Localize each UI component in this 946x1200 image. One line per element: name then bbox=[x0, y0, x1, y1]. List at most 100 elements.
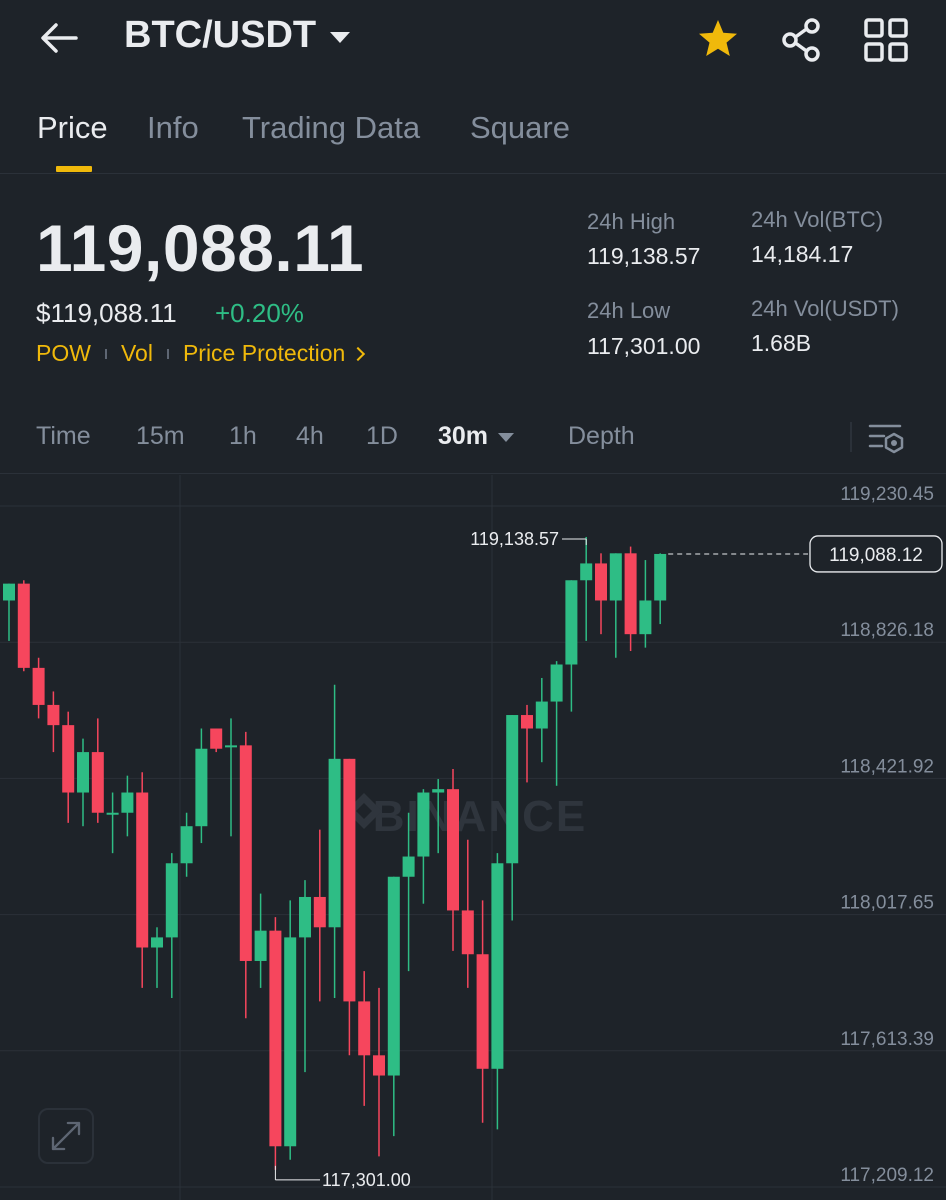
last-price: 119,088.11 bbox=[36, 211, 365, 285]
candle-body bbox=[284, 937, 297, 1147]
candle-body bbox=[387, 876, 400, 1076]
candle-body bbox=[91, 752, 104, 813]
expand-icon[interactable] bbox=[38, 1108, 94, 1164]
candle-body bbox=[358, 1001, 371, 1056]
stat-low-label: 24h Low bbox=[587, 298, 671, 323]
interval-30m-label: 30m bbox=[438, 422, 489, 450]
candle-body bbox=[580, 563, 593, 581]
price-change: +0.20% bbox=[215, 298, 304, 328]
candle-body bbox=[343, 758, 356, 1002]
candle-body bbox=[269, 930, 282, 1147]
chevron-down-icon bbox=[498, 432, 515, 442]
interval-15m[interactable]: 15m bbox=[136, 422, 185, 450]
candle-body bbox=[47, 704, 60, 726]
candle-body bbox=[151, 937, 163, 948]
candle-body bbox=[609, 553, 622, 601]
price-axis-label: 118,421.92 bbox=[840, 756, 934, 777]
interval-30m-selector[interactable]: 30m bbox=[438, 422, 515, 451]
candle-body bbox=[402, 856, 415, 877]
share-icon[interactable] bbox=[778, 16, 826, 64]
chevron-down-icon bbox=[330, 32, 351, 43]
candle-body bbox=[565, 580, 578, 665]
tab-trading-data[interactable]: Trading Data bbox=[242, 110, 421, 145]
candle-body bbox=[639, 600, 652, 635]
tab-info[interactable]: Info bbox=[147, 110, 199, 145]
interval-bar: Time 15m 1h 4h 1D 30m Depth bbox=[0, 400, 946, 474]
stat-vol-usdt-value: 1.68B bbox=[751, 330, 812, 356]
candle-body bbox=[373, 1055, 385, 1076]
usd-price: $119,088.11 bbox=[36, 298, 177, 328]
candle-body bbox=[313, 896, 326, 928]
top-bar: BTC/USDT bbox=[0, 0, 946, 80]
candle-body bbox=[506, 715, 519, 864]
price-axis-label: 117,209.12 bbox=[840, 1165, 934, 1186]
price-axis-label: 117,613.39 bbox=[840, 1029, 934, 1050]
back-arrow-icon[interactable] bbox=[36, 16, 84, 60]
candle-body bbox=[521, 715, 533, 729]
candle-body bbox=[32, 667, 45, 705]
price-axis-label: 119,230.45 bbox=[840, 484, 934, 505]
price-axis-label: 118,017.65 bbox=[840, 893, 934, 914]
candle-body bbox=[461, 910, 474, 955]
pair-selector[interactable]: BTC/USDT bbox=[124, 14, 351, 57]
interval-1h[interactable]: 1h bbox=[229, 422, 257, 450]
candle-body bbox=[106, 812, 119, 815]
tag-separator bbox=[104, 348, 107, 359]
stat-vol-btc-label: 24h Vol(BTC) bbox=[751, 207, 884, 232]
main-tabs: Price Info Trading Data Square bbox=[0, 96, 946, 174]
stat-high-label: 24h High bbox=[587, 209, 676, 234]
candle-body bbox=[299, 896, 311, 938]
tab-square[interactable]: Square bbox=[470, 110, 570, 145]
candle-body bbox=[654, 553, 667, 601]
tag-row: POW Vol Price Protection bbox=[36, 340, 366, 367]
high-price-label: 119,138.57 bbox=[470, 529, 559, 549]
interval-4h[interactable]: 4h bbox=[296, 422, 324, 450]
candle-body bbox=[77, 752, 89, 793]
stat-high-value: 119,138.57 bbox=[587, 243, 701, 269]
low-price-label: 117,301.00 bbox=[322, 1170, 411, 1190]
candle-body bbox=[239, 745, 252, 961]
active-tab-indicator bbox=[56, 166, 92, 172]
candle-body bbox=[491, 863, 504, 1069]
current-price-tag bbox=[809, 535, 943, 573]
candle-body bbox=[121, 792, 134, 813]
candle-body bbox=[476, 954, 489, 1069]
candle-body bbox=[62, 725, 75, 793]
tab-price[interactable]: Price bbox=[37, 110, 108, 145]
interval-1d[interactable]: 1D bbox=[366, 422, 398, 450]
grid-icon[interactable] bbox=[862, 16, 910, 64]
candle-body bbox=[225, 745, 237, 748]
pair-title: BTC/USDT bbox=[124, 14, 317, 56]
candle-body bbox=[195, 748, 208, 827]
candle-body bbox=[624, 553, 637, 635]
price-axis-label: 118,826.18 bbox=[840, 620, 934, 641]
candle-body bbox=[595, 563, 607, 601]
candle-body bbox=[3, 583, 15, 601]
divider bbox=[850, 422, 852, 452]
tag-vol[interactable]: Vol bbox=[120, 340, 153, 366]
candle-body bbox=[535, 701, 548, 729]
interval-time[interactable]: Time bbox=[36, 422, 91, 450]
candle-body bbox=[165, 863, 178, 938]
candle-body bbox=[328, 758, 341, 928]
star-icon[interactable] bbox=[694, 16, 742, 64]
chart-settings-icon[interactable] bbox=[866, 418, 908, 458]
chevron-right-icon bbox=[351, 346, 366, 361]
candle-body bbox=[447, 789, 459, 911]
stat-vol-btc-value: 14,184.17 bbox=[751, 241, 854, 267]
candlestick-chart[interactable]: 119,230.45 118,826.18 118,421.92 118,017.65… bbox=[0, 475, 946, 1200]
candle-body bbox=[136, 792, 149, 948]
watermark-text: BINANCE bbox=[373, 792, 587, 841]
interval-depth[interactable]: Depth bbox=[568, 422, 635, 450]
tag-price-protection[interactable]: Price Protection bbox=[182, 340, 346, 366]
tag-separator bbox=[166, 348, 169, 359]
candle-body bbox=[210, 728, 223, 749]
candle-body bbox=[254, 930, 267, 961]
candle-body bbox=[550, 664, 563, 702]
current-price-label: 119,088.12 bbox=[829, 545, 923, 566]
tag-pow[interactable]: POW bbox=[36, 340, 91, 366]
candle-body bbox=[180, 826, 193, 864]
candle-body bbox=[417, 792, 430, 857]
candle-body bbox=[432, 789, 445, 793]
stat-low-value: 117,301.00 bbox=[587, 333, 701, 359]
